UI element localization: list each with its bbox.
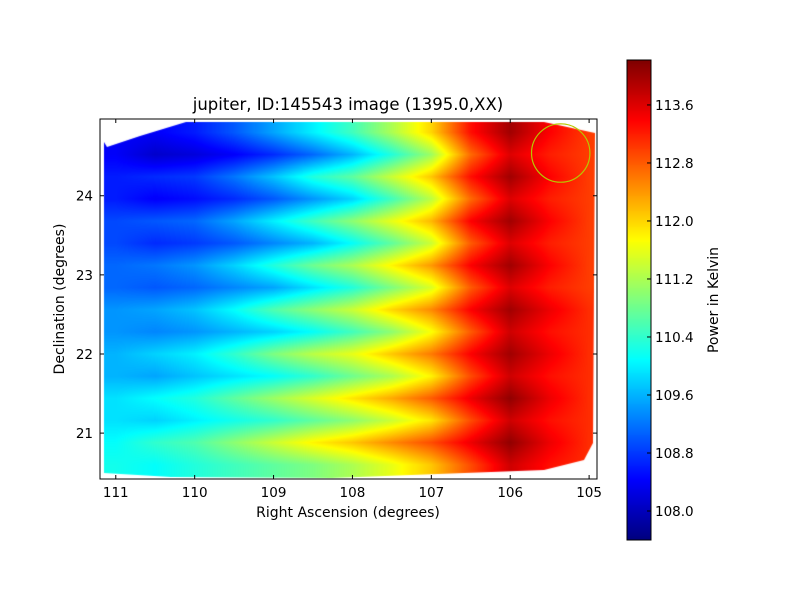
- y-tick-label: 24: [76, 189, 93, 205]
- x-tick-label: 108: [340, 485, 366, 501]
- colorbar-tick-label: 110.4: [655, 330, 694, 346]
- x-tick-label: 110: [182, 485, 208, 501]
- chart-title: jupiter, ID:145543 image (1395.0,XX): [192, 95, 503, 114]
- colorbar-label: Power in Kelvin: [706, 247, 722, 353]
- y-tick-label: 23: [76, 268, 93, 284]
- axes-frame: [99, 118, 598, 480]
- x-tick-label: 106: [497, 485, 523, 501]
- x-tick-label: 111: [103, 485, 129, 501]
- colorbar-tick-label: 111.2: [655, 272, 694, 288]
- colorbar-tick-label: 113.6: [655, 98, 694, 114]
- colorbar-gradient: [627, 60, 651, 540]
- x-axis-label: Right Ascension (degrees): [256, 505, 440, 521]
- colorbar-tick-label: 108.0: [655, 504, 694, 520]
- y-axis-label: Declination (degrees): [52, 224, 68, 375]
- colorbar-tick-label: 109.6: [655, 388, 694, 404]
- colorbar-tick-label: 112.0: [655, 214, 694, 230]
- target-circle-annotation: [530, 123, 591, 183]
- x-tick-label: 109: [261, 485, 287, 501]
- colorbar-tick-label: 112.8: [655, 156, 694, 172]
- x-tick-label: 107: [418, 485, 444, 501]
- y-tick-label: 22: [76, 347, 93, 363]
- heatmap-image: [100, 119, 597, 479]
- colorbar-frame: [626, 59, 652, 541]
- x-tick-label: 105: [576, 485, 602, 501]
- y-tick-label: 21: [76, 426, 93, 442]
- colorbar-tick-label: 108.8: [655, 446, 694, 462]
